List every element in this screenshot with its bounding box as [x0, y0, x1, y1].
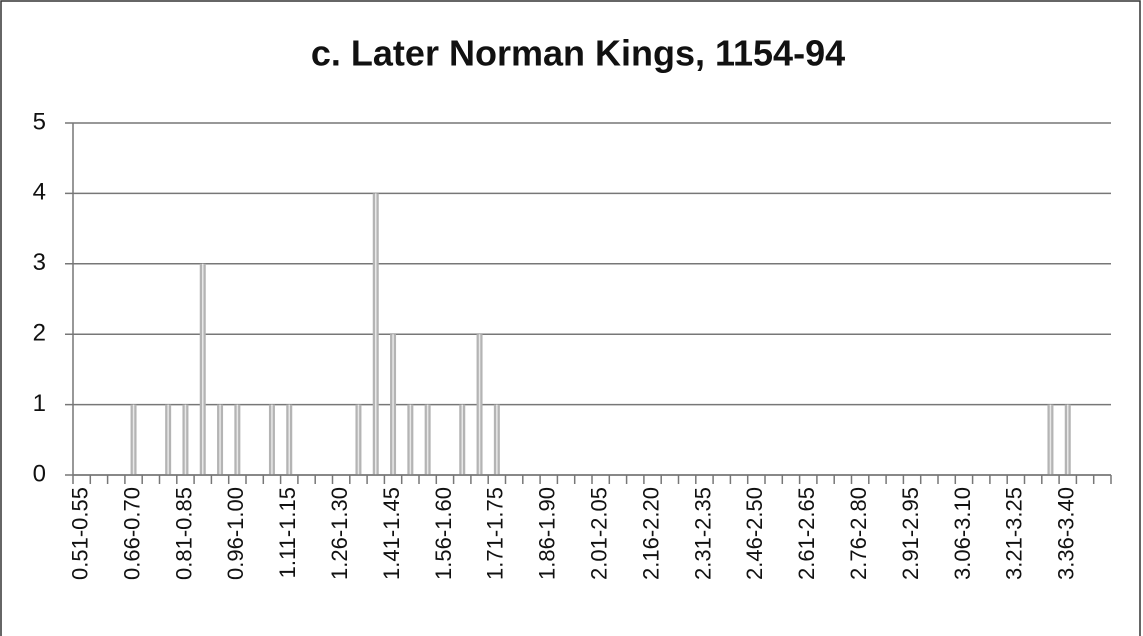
x-tick-label: 2.91-2.95	[898, 487, 923, 580]
y-tick-label: 1	[33, 390, 46, 417]
x-tick-label: 2.61-2.65	[794, 487, 819, 580]
x-tick-label: 1.86-1.90	[535, 487, 560, 580]
y-tick-label: 5	[33, 108, 46, 135]
x-tick-label: 2.31-2.35	[690, 487, 715, 580]
x-tick-label: 0.51-0.55	[67, 487, 92, 580]
y-tick-label: 4	[33, 179, 46, 206]
x-tick-label: 2.01-2.05	[586, 487, 611, 580]
chart-title: c. Later Norman Kings, 1154-94	[311, 33, 845, 74]
x-tick-label: 3.06-3.10	[950, 487, 975, 580]
x-tick-label: 1.41-1.45	[379, 487, 404, 580]
y-tick-label: 2	[33, 320, 46, 347]
x-tick-label: 1.26-1.30	[327, 487, 352, 580]
x-tick-label: 1.11-1.15	[275, 487, 300, 578]
x-tick-label: 0.66-0.70	[119, 487, 144, 580]
x-tick-label: 1.71-1.75	[483, 487, 508, 580]
x-tick-label: 0.96-1.00	[223, 487, 248, 580]
y-tick-label: 0	[33, 460, 46, 487]
x-tick-label: 0.81-0.85	[171, 487, 196, 580]
y-tick-label: 3	[33, 249, 46, 276]
x-tick-label: 3.36-3.40	[1054, 487, 1079, 580]
x-tick-label: 2.16-2.20	[638, 487, 663, 580]
x-tick-label: 2.76-2.80	[846, 487, 871, 580]
x-tick-label: 2.46-2.50	[742, 487, 767, 580]
x-tick-label: 3.21-3.25	[1002, 487, 1027, 580]
x-tick-label: 1.56-1.60	[431, 487, 456, 580]
